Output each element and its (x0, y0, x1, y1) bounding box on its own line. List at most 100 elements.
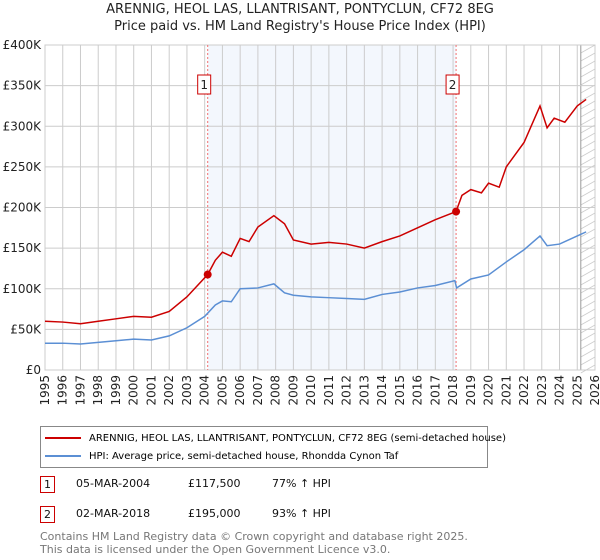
footer-line: This data is licensed under the Open Gov… (40, 543, 391, 556)
hatch-line (580, 228, 596, 238)
x-tick-label: 2014 (375, 375, 389, 406)
sale-point (203, 270, 212, 279)
x-tick-label: 2012 (340, 375, 354, 406)
hatch-line (580, 44, 596, 54)
legend-item-hpi: HPI: Average price, semi-detached house,… (41, 448, 398, 464)
x-tick-label: 2005 (215, 375, 229, 406)
x-tick-label: 2019 (464, 375, 478, 406)
legend-label: ARENNIG, HEOL LAS, LLANTRISANT, PONTYCLU… (89, 432, 506, 444)
hatch-line (580, 92, 596, 102)
x-tick-label: 2000 (127, 375, 141, 406)
footer-line: Contains HM Land Registry data © Crown c… (40, 530, 468, 543)
series-line (44, 98, 587, 325)
x-tick-label: 2006 (233, 375, 247, 406)
hatch-line (580, 356, 596, 366)
x-tick-label: 2008 (269, 375, 283, 406)
x-tick-label: 2020 (482, 375, 496, 406)
x-tick-label: 2021 (499, 375, 513, 406)
hatch-line (580, 316, 596, 326)
hatch-line (580, 348, 596, 358)
hatch-line (580, 244, 596, 254)
hatch-line (580, 164, 596, 174)
hatch-line (580, 220, 596, 230)
hatch-line (580, 52, 596, 62)
x-tick-label: 2026 (588, 375, 600, 406)
hatch-line (580, 300, 596, 310)
x-tick-label: 2007 (251, 375, 265, 406)
sale-price: £117,500 (188, 477, 241, 490)
hatch-line (580, 116, 596, 126)
hatch-line (580, 108, 596, 118)
hatch-line (580, 76, 596, 86)
x-tick-label: 2022 (517, 375, 531, 406)
x-tick-label: 2001 (144, 375, 158, 406)
hatch-line (580, 332, 596, 342)
x-tick-label: 2003 (180, 375, 194, 406)
x-tick-label: 1998 (91, 375, 105, 406)
sale-badge: 2 (40, 506, 55, 523)
sale-badge: 1 (40, 476, 55, 493)
x-tick-label: 2016 (411, 375, 425, 406)
hatch-line (580, 308, 596, 318)
y-tick-label: £400K (3, 38, 43, 52)
hatch-line (580, 68, 596, 78)
plot-border (44, 44, 596, 371)
y-tick-label: £350K (3, 79, 43, 93)
y-tick-label: £200K (3, 201, 43, 215)
hatch-line (580, 180, 596, 190)
y-tick-label: £100K (3, 282, 43, 296)
y-tick-label: £50K (10, 322, 42, 336)
x-tick-label: 2024 (553, 375, 567, 406)
sale-label: 2 (449, 78, 457, 92)
hatch-line (580, 132, 596, 142)
chart-title: ARENNIG, HEOL LAS, LLANTRISANT, PONTYCLU… (106, 2, 494, 17)
hatch-line (580, 340, 596, 350)
hatch-line (580, 156, 596, 166)
hatch-line (580, 100, 596, 110)
hatch-line (580, 292, 596, 302)
hatch-line (580, 252, 596, 262)
sale-date: 05-MAR-2004 (76, 477, 151, 490)
legend: ARENNIG, HEOL LAS, LLANTRISANT, PONTYCLU… (40, 426, 506, 468)
x-tick-label: 2002 (162, 375, 176, 406)
sale-hpi: 77% ↑ HPI (272, 477, 331, 490)
footer: Contains HM Land Registry data © Crown c… (40, 530, 468, 556)
x-tick-label: 2011 (322, 375, 336, 406)
x-tick-label: 2018 (446, 375, 460, 406)
x-tick-label: 2013 (357, 375, 371, 406)
hatch-line (580, 172, 596, 182)
series-line (45, 231, 587, 345)
x-tick-label: 2015 (393, 375, 407, 406)
legend-swatch (45, 455, 81, 457)
x-tick-label: 2023 (535, 375, 549, 406)
x-tick-label: 2009 (286, 375, 300, 406)
sale-label-box (197, 74, 212, 95)
hatch-line (580, 268, 596, 278)
y-tick-label: £150K (3, 241, 43, 255)
hatch-line (580, 84, 596, 94)
hatch-line (580, 260, 596, 270)
hatch-line (580, 140, 596, 150)
hatch-line (580, 188, 596, 198)
hatch-line (580, 196, 596, 206)
y-tick-label: £300K (3, 119, 43, 133)
x-tick-label: 2017 (428, 375, 442, 406)
sale-date: 02-MAR-2018 (76, 507, 151, 520)
hatch-line (580, 212, 596, 222)
legend-item-property: ARENNIG, HEOL LAS, LLANTRISANT, PONTYCLU… (41, 430, 506, 446)
x-tick-label: 1996 (56, 375, 70, 406)
hatch-line (580, 364, 596, 374)
hatch-line (580, 276, 596, 286)
sale-point (452, 207, 461, 216)
x-tick-label: 2025 (570, 375, 584, 406)
sale-hpi: 93% ↑ HPI (272, 507, 331, 520)
sale-label: 1 (200, 78, 208, 92)
hatch-line (580, 148, 596, 158)
legend-swatch (45, 437, 81, 439)
y-tick-label: £250K (3, 160, 43, 174)
plot-area: 1995 1996 1997 1998 1999 2000 2001 2002 2003 2004… (3, 38, 600, 406)
hatch-line (580, 236, 596, 246)
sale-price: £195,000 (188, 507, 241, 520)
x-tick-label: 2010 (304, 375, 318, 406)
